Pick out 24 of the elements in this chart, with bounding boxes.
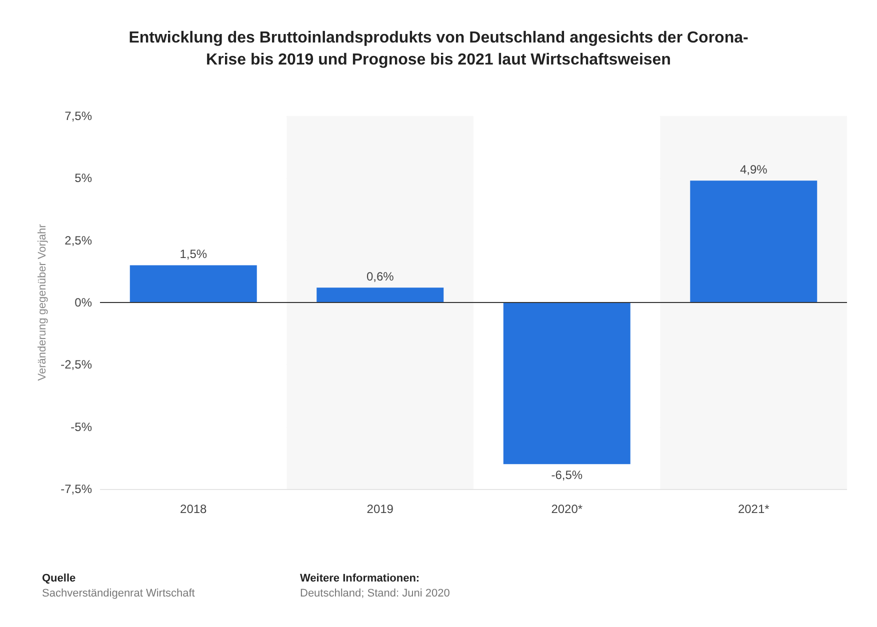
data-label: 1,5%: [180, 247, 208, 262]
text: Deutschland; Stand: Juni 2020: [300, 588, 450, 600]
y-tick-label: 2,5%: [64, 233, 92, 248]
text: Quelle: [42, 572, 76, 584]
x-tick-label: 2019: [366, 502, 394, 516]
x-tick-label: 2021*: [738, 502, 770, 516]
y-tick-label: 7,5%: [64, 109, 92, 123]
y-tick-label: 0%: [74, 296, 92, 310]
y-tick-label: 5%: [74, 171, 92, 186]
y-tick-label: -2,5%: [60, 358, 92, 372]
data-label: 4,9%: [740, 162, 768, 177]
data-label: 0,6%: [366, 270, 394, 284]
text: Weitere Informationen:: [300, 572, 420, 584]
y-tick-label: -7,5%: [60, 482, 92, 496]
chart-title: Entwicklung des Bruttoinlandsprodukts von Deutschland angesichts der Corona- Krise bis 2019 und Prognose bis 2021 laut Wirtschaftsweisen: [128, 30, 748, 68]
y-axis-title: Veränderung gegenüber Vorjahr: [36, 224, 48, 381]
bar: [690, 180, 818, 302]
bar: [316, 288, 444, 302]
bar: [130, 265, 257, 302]
text: Sachverständigenrat Wirtschaft: [42, 588, 195, 600]
y-tick-label: -5%: [70, 420, 92, 434]
data-label: -6,5%: [551, 468, 583, 482]
x-tick-label: 2020*: [551, 502, 583, 516]
x-tick-label: 2018: [180, 502, 208, 516]
